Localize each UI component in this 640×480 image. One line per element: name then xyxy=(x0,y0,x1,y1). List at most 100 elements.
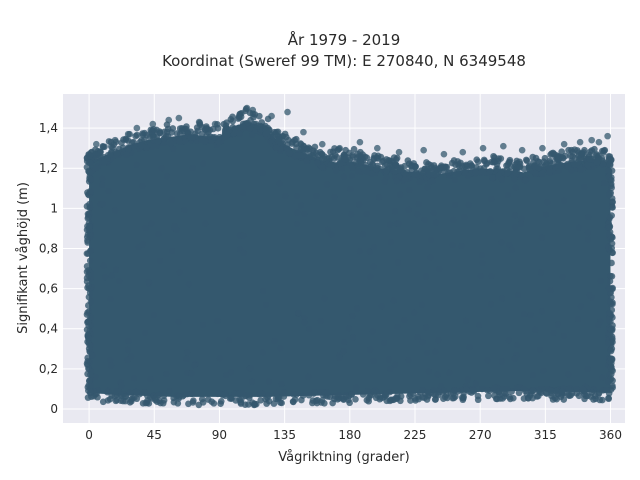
y-tick-label: 0,8 xyxy=(39,241,58,255)
scatter-outlier-point xyxy=(149,120,157,128)
scatter-point xyxy=(606,309,614,317)
scatter-point xyxy=(237,113,245,121)
scatter-outlier-point xyxy=(500,142,507,150)
scatter-point xyxy=(385,356,393,363)
scatter-point xyxy=(503,385,511,393)
scatter-point xyxy=(163,173,171,180)
scatter-point xyxy=(424,392,432,400)
scatter-point xyxy=(578,150,585,157)
scatter-point xyxy=(540,158,548,165)
scatter-point xyxy=(407,391,414,398)
x-tick-label: 180 xyxy=(338,428,361,442)
scatter-point xyxy=(359,231,367,238)
scatter-point xyxy=(427,254,434,261)
scatter-point xyxy=(529,387,537,395)
scatter-point xyxy=(393,177,401,185)
scatter-point xyxy=(86,223,93,230)
scatter-point xyxy=(368,170,376,178)
scatter-point xyxy=(194,127,201,135)
scatter-point xyxy=(295,309,302,317)
scatter-point xyxy=(348,391,355,398)
scatter-point xyxy=(176,269,183,276)
scatter-point xyxy=(311,143,319,151)
scatter-point xyxy=(607,355,615,362)
scatter-point xyxy=(546,169,553,176)
scatter-point xyxy=(84,239,92,246)
scatter-point xyxy=(584,392,591,400)
scatter-outlier-point xyxy=(268,112,275,120)
scatter-point xyxy=(355,201,363,208)
scatter-point xyxy=(347,211,355,218)
scatter-point xyxy=(606,277,614,285)
scatter-point xyxy=(222,371,230,379)
scatter-point xyxy=(312,397,320,405)
scatter-point xyxy=(396,191,404,198)
scatter-point xyxy=(162,132,170,140)
scatter-point xyxy=(133,388,140,396)
scatter-point xyxy=(83,326,91,333)
scatter-point xyxy=(382,391,390,399)
scatter-point xyxy=(305,373,312,380)
scatter-point xyxy=(320,155,327,162)
scatter-point xyxy=(405,206,412,214)
scatter-point xyxy=(387,238,395,246)
scatter-point xyxy=(170,394,177,402)
scatter-point xyxy=(87,298,95,306)
scatter-point xyxy=(166,387,173,395)
scatter-point xyxy=(115,277,123,285)
scatter-point xyxy=(511,163,518,171)
scatter-point xyxy=(425,368,433,375)
scatter-outlier-point xyxy=(249,106,257,114)
scatter-point xyxy=(609,322,616,329)
x-tick-label: 135 xyxy=(273,428,296,442)
scatter-point xyxy=(446,369,453,376)
scatter-point xyxy=(600,149,607,156)
scatter-outlier-point xyxy=(420,146,427,154)
scatter-point xyxy=(348,172,356,179)
scatter-point xyxy=(331,392,339,400)
scatter-point xyxy=(405,160,413,167)
y-tick-label: 0,4 xyxy=(39,322,58,336)
scatter-point xyxy=(347,185,354,193)
scatter-outlier-point xyxy=(133,124,141,132)
scatter-point xyxy=(107,151,114,158)
scatter-point xyxy=(405,186,413,194)
scatter-point xyxy=(558,388,566,395)
scatter-point xyxy=(87,382,95,390)
scatter-point xyxy=(559,154,567,162)
scatter-point xyxy=(113,149,121,157)
scatter-point xyxy=(451,176,459,184)
scatter-point xyxy=(363,210,370,218)
scatter-point xyxy=(119,144,127,152)
scatter-point xyxy=(579,385,587,393)
scatter-point xyxy=(103,388,111,396)
scatter-point xyxy=(605,395,612,403)
scatter-point xyxy=(565,371,572,378)
x-tick-label: 45 xyxy=(147,428,162,442)
scatter-point xyxy=(236,130,243,138)
scatter-point xyxy=(336,354,343,362)
scatter-point xyxy=(125,337,132,345)
scatter-point xyxy=(239,189,247,197)
scatter-point xyxy=(346,159,353,167)
scatter-point xyxy=(215,138,223,146)
scatter-point xyxy=(522,387,529,395)
scatter-point xyxy=(434,391,442,399)
scatter-point xyxy=(261,122,269,130)
scatter-point xyxy=(349,312,356,320)
scatter-point xyxy=(498,239,505,246)
scatter-point xyxy=(175,393,183,401)
scatter-point xyxy=(187,128,194,135)
scatter-point xyxy=(478,385,486,393)
scatter-point xyxy=(504,191,512,199)
x-tick-label: 360 xyxy=(599,428,622,442)
scatter-point xyxy=(392,161,400,169)
scatter-point xyxy=(142,399,150,407)
scatter-point xyxy=(259,169,267,177)
scatter-point xyxy=(105,187,112,195)
y-tick-label: 0,2 xyxy=(39,362,58,376)
scatter-point xyxy=(525,395,532,402)
scatter-point xyxy=(259,287,267,295)
chart-title-line2: Koordinat (Sweref 99 TM): E 270840, N 63… xyxy=(162,52,526,70)
scatter-point xyxy=(550,329,557,337)
